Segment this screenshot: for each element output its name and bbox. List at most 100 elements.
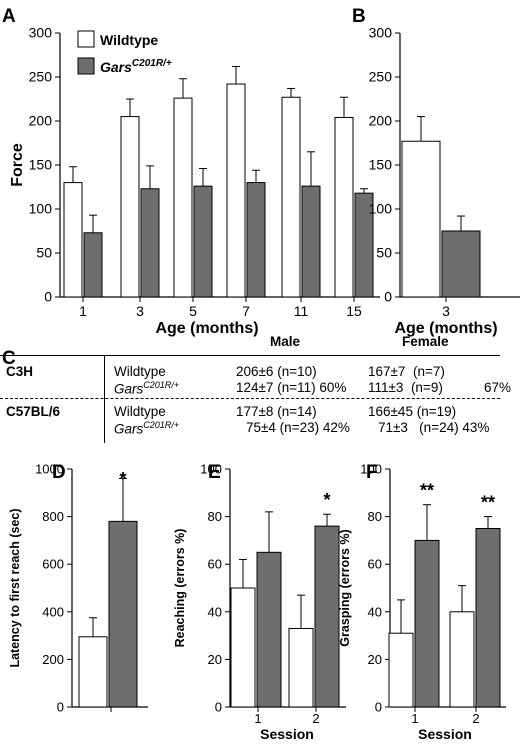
a-bar-wildtype <box>173 97 193 298</box>
e-bar-wildtype <box>230 587 256 708</box>
legend-swatch-mutant <box>77 57 95 75</box>
e-y-tick-label: 40 <box>208 604 222 619</box>
b-bar-mutant <box>441 230 481 298</box>
a-bar-wildtype <box>120 116 140 298</box>
f-y-tick-label: 100 <box>360 462 382 477</box>
a-x-axis-label: Age (months) <box>155 320 258 337</box>
c57-mutant-male: 75±4 (n=23) 42% <box>246 420 350 435</box>
panel-label-a: A <box>2 6 16 27</box>
b-y-tick-label: 200 <box>369 113 393 129</box>
c3h-mutant-base: Gars <box>114 381 144 397</box>
f-y-tick-label: 40 <box>368 604 382 619</box>
f-bar-wildtype <box>388 632 414 708</box>
c3h-mutant-female: 111±3 (n=9) <box>368 380 443 395</box>
panel-label-c: C <box>2 348 16 369</box>
e-bar-mutant <box>314 525 340 708</box>
f-bar-mutant <box>475 528 501 708</box>
a-y-tick-label: 250 <box>29 69 53 85</box>
e-x-tick-label: 1 <box>254 711 261 726</box>
d-bar-wildtype <box>78 636 108 708</box>
panel-label-f: F <box>366 462 378 483</box>
panel-c-table: Male Female C3H Wildtype 206±6 (n=10) 16… <box>0 334 526 443</box>
c57-mutant-label: GarsC201R/+ <box>114 420 179 437</box>
a-y-tick-label: 150 <box>29 157 53 173</box>
e-y-tick-label: 80 <box>208 509 222 524</box>
f-significance-marker: ** <box>481 493 495 513</box>
f-x-axis-label: Session <box>418 726 472 742</box>
a-x-tick-label: 5 <box>189 303 197 319</box>
c3h-wildtype-male: 206±6 (n=10) <box>236 364 317 379</box>
d-y-tick-label: 200 <box>42 652 64 667</box>
f-x-tick-label: 2 <box>472 711 479 726</box>
f-y-tick-label: 80 <box>368 509 382 524</box>
a-bar-wildtype <box>334 116 354 298</box>
b-y-tick-label: 0 <box>384 289 392 305</box>
a-y-tick-label: 200 <box>29 113 53 129</box>
table-vertical-rule <box>104 355 105 443</box>
a-bar-wildtype <box>281 96 301 298</box>
e-y-tick-label: 0 <box>215 700 222 715</box>
panel-label-d: D <box>52 462 66 483</box>
f-x-tick-label: 1 <box>411 711 418 726</box>
f-bar-wildtype <box>449 611 475 708</box>
c3h-mutant-female-pct: 67% <box>484 380 512 395</box>
a-bar-mutant <box>301 185 321 298</box>
e-x-tick-label: 2 <box>312 711 319 726</box>
a-y-axis-label: Force <box>9 143 26 187</box>
e-y-tick-label: 100 <box>200 462 222 477</box>
a-bar-mutant <box>140 188 160 298</box>
c57-wildtype-female: 166±45 (n=19) <box>368 404 457 419</box>
d-y-tick-label: 1000 <box>35 462 64 477</box>
c57-mutant-female: 71±3 (n=24) 43% <box>378 420 490 435</box>
panel-label-e: E <box>208 462 221 483</box>
table-header-male: Male <box>270 334 301 349</box>
c57-wildtype-label: Wildtype <box>114 404 166 419</box>
b-y-tick-label: 50 <box>376 245 392 261</box>
legend-label-mutant-sup: C201R/+ <box>132 58 172 69</box>
a-bar-mutant <box>354 192 374 298</box>
a-bar-wildtype <box>226 83 246 298</box>
f-y-axis-label: Grasping (errors %) <box>338 529 352 646</box>
c3h-mutant-male: 124±7 (n=11) 60% <box>236 380 347 395</box>
e-y-tick-label: 60 <box>208 557 222 572</box>
b-y-tick-label: 300 <box>369 25 393 41</box>
legend-label-wildtype: Wildtype <box>100 32 158 48</box>
f-bar-mutant <box>414 539 440 708</box>
c57-wildtype-male: 177±8 (n=14) <box>236 404 317 419</box>
table-top-rule <box>0 355 500 356</box>
f-y-tick-label: 60 <box>368 557 382 572</box>
d-y-axis-label: Latency to first reach (sec) <box>8 508 22 667</box>
a-x-tick-label: 1 <box>79 303 87 319</box>
d-y-tick-label: 800 <box>42 509 64 524</box>
a-x-tick-label: 15 <box>346 303 362 319</box>
d-y-tick-label: 400 <box>42 604 64 619</box>
b-y-tick-label: 150 <box>369 157 393 173</box>
table-header-female: Female <box>402 334 449 349</box>
e-bar-mutant <box>256 551 282 708</box>
c57-mutant-sup: C201R/+ <box>143 420 180 430</box>
a-y-tick-label: 300 <box>29 25 53 41</box>
e-significance-marker: * <box>323 490 330 510</box>
b-x-axis-label: Age (months) <box>394 320 497 337</box>
f-significance-marker: ** <box>420 481 434 501</box>
c3h-mutant-sup: C201R/+ <box>143 380 180 390</box>
b-bar-wildtype <box>401 140 441 298</box>
e-y-tick-label: 20 <box>208 652 222 667</box>
e-bar-wildtype <box>288 627 314 708</box>
c3h-wildtype-label: Wildtype <box>114 364 166 379</box>
strain-c57bl6: C57BL/6 <box>6 404 61 419</box>
a-x-tick-label: 11 <box>294 303 309 319</box>
c57-mutant-base: Gars <box>114 421 144 437</box>
f-y-tick-label: 0 <box>375 700 382 715</box>
a-bar-wildtype <box>63 182 83 298</box>
a-x-tick-label: 3 <box>136 303 144 319</box>
d-y-tick-label: 600 <box>42 557 64 572</box>
a-y-tick-label: 50 <box>36 245 52 261</box>
b-y-tick-label: 100 <box>369 201 393 217</box>
legend-swatch-wildtype <box>77 30 95 48</box>
a-x-tick-label: 7 <box>242 303 250 319</box>
c3h-wildtype-female: 167±7 (n=7) <box>368 364 445 379</box>
c3h-mutant-label: GarsC201R/+ <box>114 380 179 397</box>
